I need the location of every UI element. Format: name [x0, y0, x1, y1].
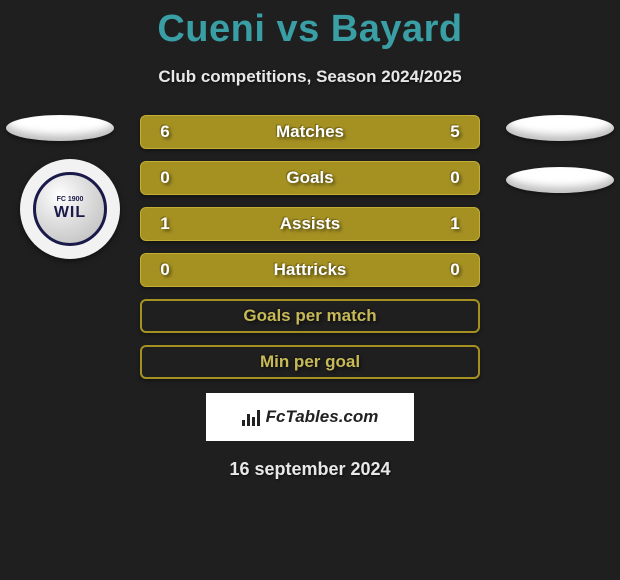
- club-badge-inner: FC 1900 WIL: [33, 172, 107, 246]
- stats-area: FC 1900 WIL 6 Matches 5 0 Goals 0 1 Assi…: [0, 115, 620, 480]
- stat-row-matches: 6 Matches 5: [140, 115, 480, 149]
- club-badge-mid: WIL: [54, 205, 86, 221]
- stat-rows: 6 Matches 5 0 Goals 0 1 Assists 1 0 Hatt…: [140, 115, 480, 379]
- stat-right: 5: [445, 122, 465, 142]
- stat-left: 1: [155, 214, 175, 234]
- stat-row-min-per-goal: Min per goal: [140, 345, 480, 379]
- stat-right: 1: [445, 214, 465, 234]
- fctables-badge: FcTables.com: [206, 393, 414, 441]
- stat-row-assists: 1 Assists 1: [140, 207, 480, 241]
- stat-label: Assists: [175, 214, 445, 234]
- club-badge: FC 1900 WIL: [20, 159, 120, 259]
- stat-label: Hattricks: [175, 260, 445, 280]
- stat-left: 6: [155, 122, 175, 142]
- stat-row-goals-per-match: Goals per match: [140, 299, 480, 333]
- stat-left: 0: [155, 260, 175, 280]
- comparison-title: Cueni vs Bayard: [0, 0, 620, 51]
- player-avatar-right-2: [506, 167, 614, 193]
- stat-row-hattricks: 0 Hattricks 0: [140, 253, 480, 287]
- brand-text: FcTables.com: [266, 407, 379, 427]
- date-line: 16 september 2024: [0, 459, 620, 480]
- stat-row-goals: 0 Goals 0: [140, 161, 480, 195]
- stat-right: 0: [445, 168, 465, 188]
- bar-chart-icon: [242, 408, 260, 426]
- subtitle: Club competitions, Season 2024/2025: [0, 67, 620, 87]
- stat-label: Goals per match: [156, 306, 464, 326]
- stat-label: Matches: [175, 122, 445, 142]
- stat-label: Goals: [175, 168, 445, 188]
- player-avatar-right-1: [506, 115, 614, 141]
- club-badge-top: FC 1900: [57, 196, 84, 203]
- stat-left: 0: [155, 168, 175, 188]
- player-avatar-left: [6, 115, 114, 141]
- stat-label: Min per goal: [156, 352, 464, 372]
- stat-right: 0: [445, 260, 465, 280]
